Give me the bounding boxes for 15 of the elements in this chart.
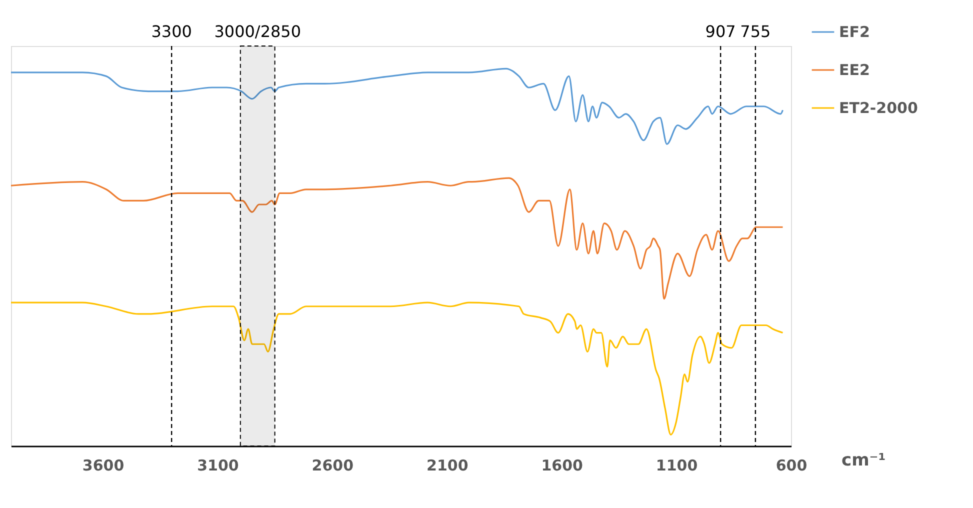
- legend-label: EE2: [839, 61, 870, 79]
- x-tick-label: 1100: [656, 456, 698, 474]
- legend-label: EF2: [839, 23, 870, 41]
- ref-line-label: 3300: [151, 22, 192, 41]
- x-tick-label: 1600: [541, 456, 583, 474]
- ref-line-label: 755: [740, 22, 771, 41]
- x-tick-label: 2600: [312, 456, 354, 474]
- x-tick-label: 600: [776, 456, 808, 474]
- band-label: 3000/2850: [214, 22, 302, 41]
- legend-label: ET2-2000: [839, 99, 918, 117]
- x-tick-label: 3100: [197, 456, 239, 474]
- x-tick-label: 2100: [426, 456, 468, 474]
- x-axis-title: cm⁻¹: [842, 450, 886, 470]
- x-tick-label: 3600: [82, 456, 124, 474]
- ref-line-label: 907: [705, 22, 736, 41]
